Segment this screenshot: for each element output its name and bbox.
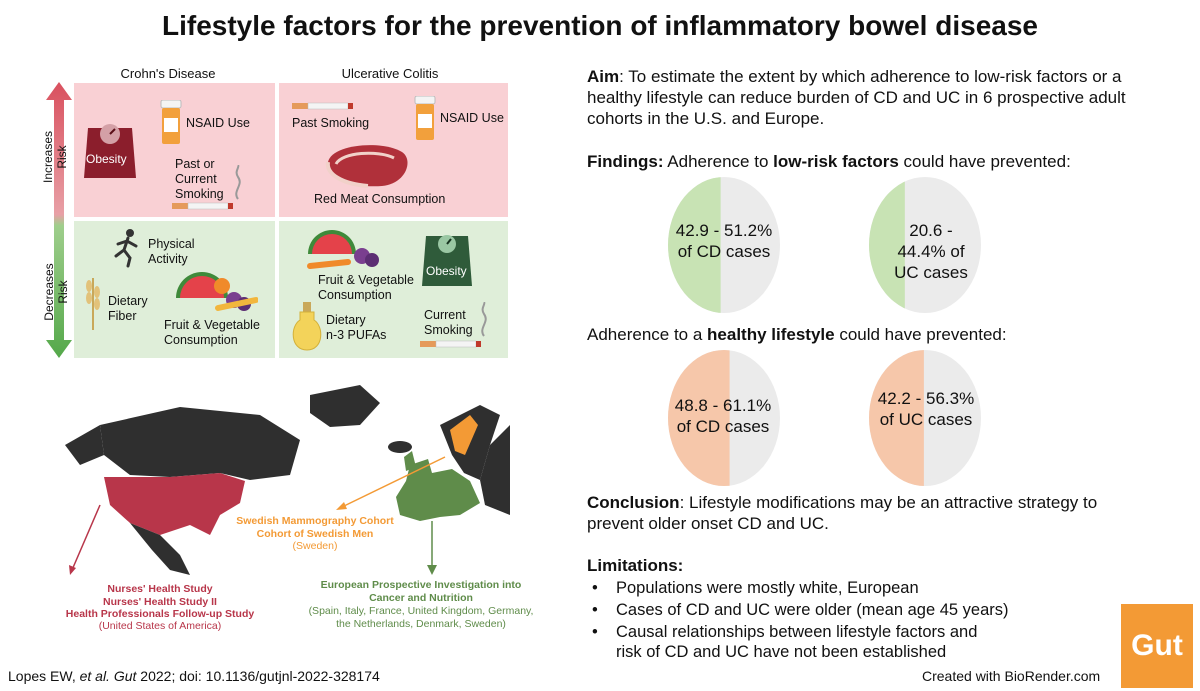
uc-nsaid-label: NSAID Use — [440, 111, 504, 125]
uc-smoking-label: Current Smoking — [424, 308, 473, 337]
col-header-uc: Ulcerative Colitis — [341, 66, 439, 81]
conclusion-paragraph: Conclusion: Lifestyle modifications may … — [587, 492, 1147, 534]
pill-bottle-icon — [414, 96, 436, 140]
cd-obesity-label: Obesity — [86, 152, 127, 166]
gut-logo: Gut — [1121, 604, 1193, 688]
cigarette-icon — [292, 102, 353, 110]
uc-past-smoking-label: Past Smoking — [292, 116, 370, 130]
citation: Lopes EW, et al. Gut 2022; doi: 10.1136/… — [8, 668, 380, 684]
biorender-credit: Created with BioRender.com — [922, 668, 1101, 684]
uc-fruit-label: Fruit & Vegetable Consumption — [318, 273, 414, 302]
findings-bold: low-risk factors — [773, 152, 899, 171]
healthy-pre: Adherence to a — [587, 325, 708, 344]
citation-pre: Lopes EW, — [8, 668, 80, 684]
cigarette-icon — [420, 340, 481, 348]
limitation-bullet: • — [592, 601, 598, 619]
runner-icon — [114, 229, 138, 268]
findings-label: Findings: — [587, 152, 664, 171]
aim-label: Aim — [587, 67, 620, 86]
epic-study-label: European Prospective Investigation into … — [320, 579, 522, 604]
smoke-icon — [235, 165, 241, 200]
conclusion-label: Conclusion — [587, 493, 680, 512]
limitation-bullet: • — [592, 579, 598, 597]
smoke-icon — [481, 302, 487, 337]
conclusion-text: : Lifestyle modifications may be an attr… — [587, 493, 1098, 533]
scale-icon — [84, 124, 136, 178]
cigarette-icon — [172, 202, 233, 210]
citation-post: 2022; doi: 10.1136/gutjnl-2022-328174 — [136, 668, 380, 684]
epic-countries-label: (Spain, Italy, France, United Kingdom, G… — [308, 605, 534, 630]
oval-text-uc-healthy: 42.2 - 56.3% of UC cases — [877, 389, 975, 429]
us-studies-label: Nurses' Health Study Nurses' Health Stud… — [65, 583, 255, 620]
sweden-shape — [450, 415, 478, 455]
healthy-post: could have prevented: — [834, 325, 1007, 344]
steak-icon — [325, 145, 408, 188]
cd-physical-label: Physical Activity — [148, 237, 195, 266]
greenland-shape — [310, 385, 380, 427]
us-country-label: (United States of America) — [98, 620, 222, 632]
fruit-vegetable-icon — [307, 230, 379, 269]
cd-fruit-label: Fruit & Vegetable Consumption — [164, 318, 260, 347]
arrow-sweden — [341, 456, 446, 508]
wheat-icon — [86, 278, 100, 330]
oil-bottle-icon — [292, 302, 322, 351]
page-title: Lifestyle factors for the prevention of … — [162, 10, 1038, 41]
cd-nsaid-label: NSAID Use — [186, 116, 250, 130]
usa-shape — [104, 473, 245, 535]
healthy-bold: healthy lifestyle — [707, 325, 835, 344]
aim-text: : To estimate the extent by which adhere… — [587, 67, 1126, 128]
pill-bottle-icon — [160, 100, 182, 144]
findings-pre: Adherence to — [663, 152, 774, 171]
scale-icon — [422, 235, 472, 286]
limitations-label: Limitations: — [587, 556, 684, 575]
sweden-studies-label: Swedish Mammography Cohort Cohort of Swe… — [236, 515, 394, 540]
canada-shape — [100, 407, 300, 480]
aim-paragraph: Aim: To estimate the extent by which adh… — [587, 66, 1147, 129]
risk-arrow — [46, 82, 72, 358]
row-header-increase: Increases Risk — [41, 130, 69, 184]
limitation-item: Populations were mostly white, European — [616, 579, 919, 597]
sweden-country-label: (Sweden) — [292, 540, 338, 552]
fruit-vegetable-icon — [176, 272, 258, 311]
arrow-usa — [71, 504, 101, 571]
citation-etal: et al. Gut — [79, 668, 137, 684]
cd-smoking-label: Past or Current Smoking — [175, 157, 224, 201]
uc-pufa-label: Dietary n-3 PUFAs — [326, 313, 387, 342]
cd-fiber-label: Dietary Fiber — [108, 294, 148, 323]
oval-text-cd-healthy: 48.8 - 61.1% of CD cases — [674, 396, 772, 436]
findings-post: could have prevented: — [898, 152, 1071, 171]
limitation-item: Cases of CD and UC were older (mean age … — [616, 601, 1009, 619]
limitation-item: Causal relationships between lifestyle f… — [616, 623, 978, 661]
limitation-bullet: • — [592, 623, 598, 641]
col-header-cd: Crohn's Disease — [120, 66, 216, 81]
healthy-line: Adherence to a healthy lifestyle could h… — [587, 324, 1187, 345]
alaska-shape — [65, 425, 104, 465]
europe-shape — [396, 459, 480, 521]
world-map — [65, 385, 510, 575]
row-header-decrease: Decreases Risk — [42, 263, 70, 321]
oval-text-uc-lowrisk: 20.6 - 44.4% of UC cases — [894, 221, 968, 282]
oval-text-cd-lowrisk: 42.9 - 51.2% of CD cases — [675, 221, 773, 261]
mexico-shape — [130, 523, 190, 575]
findings-line: Findings: Adherence to low-risk factors … — [587, 151, 1187, 172]
uc-obesity-label: Obesity — [426, 264, 467, 278]
uc-red-meat-label: Red Meat Consumption — [314, 192, 446, 206]
quadrant-cd-decrease — [74, 221, 275, 358]
